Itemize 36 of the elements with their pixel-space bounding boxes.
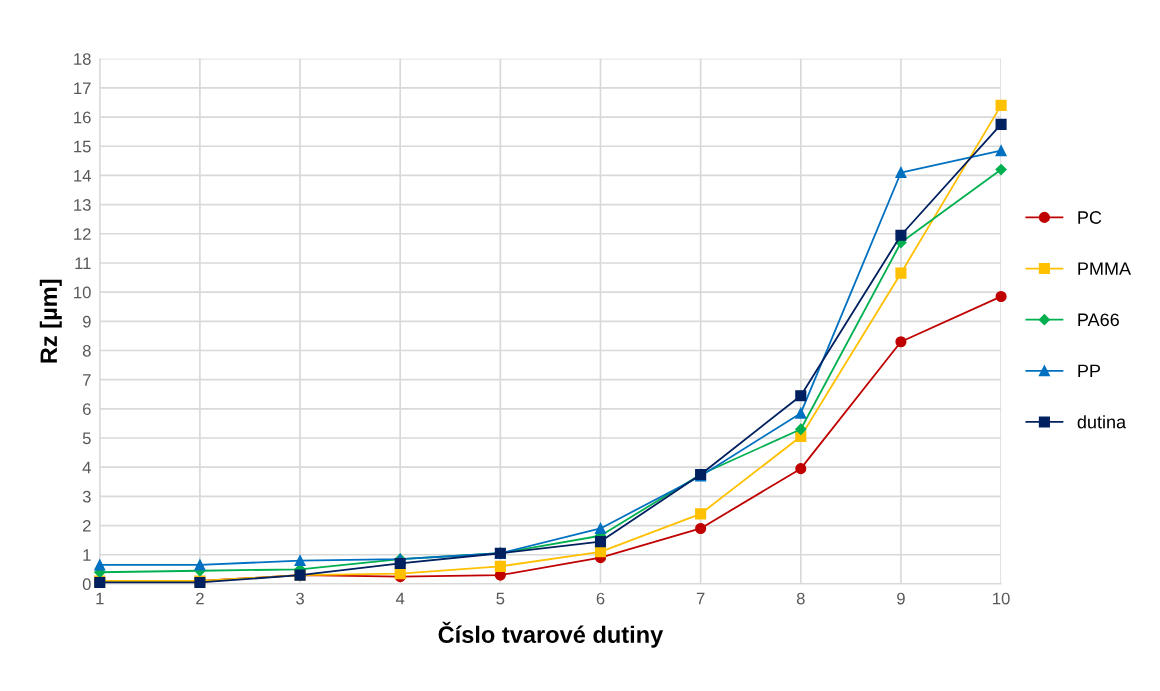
- y-tick-label: 9: [82, 315, 91, 328]
- y-tick-label: 8: [82, 344, 91, 357]
- y-tick-label: 10: [74, 286, 91, 299]
- x-axis-title: Číslo tvarové dutiny: [438, 621, 664, 648]
- x-tick-label: 5: [496, 592, 505, 605]
- y-tick-label: 0: [82, 578, 91, 591]
- y-tick-label: 16: [74, 111, 91, 124]
- y-axis-title: Rz [µm]: [39, 279, 62, 363]
- y-tick-label: 11: [75, 257, 91, 269]
- x-tick-label: 7: [696, 592, 705, 605]
- y-tick-label: 3: [82, 490, 91, 503]
- y-tick-label: 1: [83, 549, 91, 561]
- x-tick-label: 9: [897, 592, 905, 605]
- x-tick-label: 3: [296, 592, 304, 605]
- y-tick-label: 17: [74, 82, 91, 94]
- y-tick-label: 5: [82, 432, 91, 445]
- x-tick-label: 6: [596, 592, 605, 605]
- y-tick-label: 2: [83, 519, 91, 532]
- x-tick-label: 2: [196, 592, 204, 605]
- legend-label: PP: [1078, 364, 1101, 378]
- legend-label: PA66: [1078, 313, 1119, 327]
- y-tick-label: 15: [74, 140, 91, 153]
- legend-label: PMMA: [1078, 262, 1132, 275]
- y-tick-label: 14: [74, 170, 91, 182]
- y-tick-label: 13: [74, 199, 91, 211]
- y-tick-label: 4: [82, 461, 91, 474]
- x-tick-label: 10: [993, 592, 1010, 605]
- y-tick-label: 12: [74, 228, 91, 240]
- x-tick-label: 4: [395, 592, 405, 605]
- legend-label: dutina: [1077, 415, 1127, 429]
- y-tick-label: 6: [83, 403, 91, 416]
- legend-label: PC: [1078, 211, 1102, 224]
- y-tick-label: 7: [83, 374, 91, 386]
- y-tick-label: 18: [74, 53, 91, 65]
- x-tick-label: 8: [796, 592, 805, 605]
- x-tick-label: 1: [96, 592, 104, 605]
